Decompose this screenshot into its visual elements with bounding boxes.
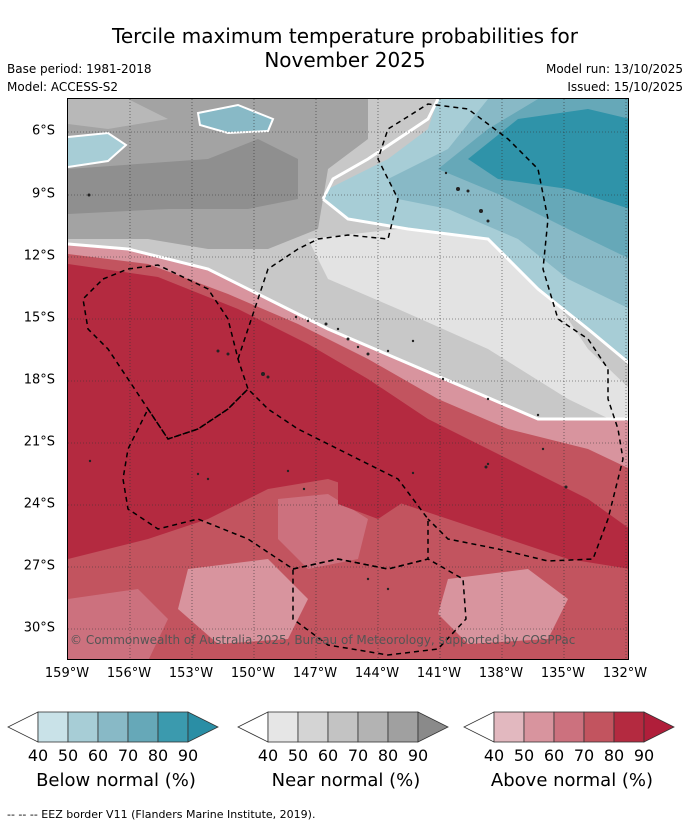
map-svg <box>68 99 628 659</box>
legend-above-colorbar <box>463 711 675 743</box>
legend-high-triangle <box>417 711 449 743</box>
legend-tick-label: 90 <box>633 746 655 765</box>
model-run: Model run: 13/10/2025 <box>545 62 683 76</box>
lon-label: 135°W <box>540 666 586 681</box>
eez-border-4 <box>237 103 624 562</box>
above-patch-4 <box>438 569 568 644</box>
legend-swatch <box>357 711 389 743</box>
tercile-boundary-north <box>322 197 628 365</box>
below-patch-west <box>68 133 126 167</box>
legend-tick-label: 80 <box>603 746 625 765</box>
legend-low-triangle <box>237 711 269 743</box>
title-line-2: November 2025 <box>264 48 426 72</box>
legend-swatch <box>297 711 329 743</box>
above-patch-2 <box>178 559 308 644</box>
legend-high-triangle <box>643 711 675 743</box>
lat-label: 15°S <box>23 310 55 326</box>
near-normal-50 <box>308 229 628 429</box>
above-patch-1 <box>278 494 368 569</box>
near-normal-60 <box>68 99 168 129</box>
lon-label: 132°W <box>602 666 648 681</box>
map-title: Tercile maximum temperature probabilitie… <box>0 24 690 72</box>
legend-swatch <box>157 711 189 743</box>
boundary-patch-west <box>68 131 128 168</box>
lat-label: 24°S <box>23 496 55 512</box>
legend-tick-label: 50 <box>57 746 79 765</box>
legend-tick-label: 90 <box>177 746 199 765</box>
lat-label: 18°S <box>23 372 55 388</box>
legend-swatch <box>327 711 359 743</box>
legend-tick-label: 40 <box>483 746 505 765</box>
legend-low-triangle <box>463 711 495 743</box>
legend-above-title: Above normal (%) <box>490 770 654 791</box>
lat-label: 6°S <box>31 123 55 139</box>
legend-tick-label: 40 <box>257 746 279 765</box>
graticule <box>68 99 628 659</box>
legend-tick-label: 40 <box>27 746 49 765</box>
legend-tick-label: 50 <box>287 746 309 765</box>
issued-date: Issued: 15/10/2025 <box>567 80 683 94</box>
legend-tick-label: 60 <box>87 746 109 765</box>
legend-below-colorbar <box>7 711 219 743</box>
copyright-notice: © Commonwealth of Australia 2025, Bureau… <box>70 633 576 647</box>
above-patch-3 <box>68 589 168 659</box>
eez-footnote: -- -- -- EEZ border V11 (Flanders Marine… <box>7 808 316 821</box>
above-normal-90 <box>68 264 628 569</box>
legend-tick-label: 80 <box>147 746 169 765</box>
legend-tick-label: 60 <box>317 746 339 765</box>
lon-label: 147°W <box>292 666 338 681</box>
eez-border-1 <box>82 264 249 440</box>
legend-swatch <box>493 711 525 743</box>
probability-map: © Commonwealth of Australia 2025, Bureau… <box>67 98 629 660</box>
legend-swatch <box>127 711 159 743</box>
legend-swatch <box>613 711 645 743</box>
lon-label: 138°W <box>478 666 524 681</box>
legend-below-title: Below normal (%) <box>36 770 196 791</box>
lat-label: 12°S <box>23 248 55 264</box>
legend-tick-label: 70 <box>347 746 369 765</box>
legend-swatch <box>583 711 615 743</box>
above-patch-5 <box>338 464 408 519</box>
legend-swatch <box>67 711 99 743</box>
lon-label: 153°W <box>168 666 214 681</box>
legend-tick-label: 50 <box>513 746 535 765</box>
lon-label: 159°W <box>44 666 90 681</box>
eez-border-3 <box>292 558 467 656</box>
meta-right: Model run: 13/10/2025 Issued: 15/10/2025 <box>546 60 683 96</box>
tercile-boundary-south <box>68 242 628 421</box>
legend-swatch <box>387 711 419 743</box>
meta-left: Base period: 1981-2018 Model: ACCESS-S2 <box>7 60 152 96</box>
legend-swatch <box>97 711 129 743</box>
lat-label: 30°S <box>23 620 55 636</box>
legend-tick-label: 60 <box>543 746 565 765</box>
model-name: Model: ACCESS-S2 <box>7 80 119 94</box>
legend-swatch <box>37 711 69 743</box>
legend-near-colorbar <box>237 711 449 743</box>
islands <box>87 171 568 591</box>
legend-tick-label: 70 <box>117 746 139 765</box>
lat-label: 9°S <box>31 186 55 202</box>
legend-low-triangle <box>7 711 39 743</box>
legend-near-title: Near normal (%) <box>271 770 421 791</box>
lat-label: 21°S <box>23 434 55 450</box>
lon-label: 150°W <box>230 666 276 681</box>
legend-swatch <box>267 711 299 743</box>
lon-label: 156°W <box>106 666 152 681</box>
base-period: Base period: 1981-2018 <box>7 62 152 76</box>
legend-tick-label: 90 <box>407 746 429 765</box>
legend-high-triangle <box>187 711 219 743</box>
legend-swatch <box>523 711 555 743</box>
below-normal-80 <box>468 109 628 209</box>
legend-tick-label: 80 <box>377 746 399 765</box>
lat-label: 27°S <box>23 558 55 574</box>
lon-label: 144°W <box>354 666 400 681</box>
tercile-boundary-east <box>321 99 440 200</box>
legend-swatch <box>553 711 585 743</box>
legend-tick-label: 70 <box>573 746 595 765</box>
lon-label: 141°W <box>416 666 462 681</box>
boundary-patch-north <box>196 103 275 135</box>
title-line-1: Tercile maximum temperature probabilitie… <box>112 24 578 48</box>
